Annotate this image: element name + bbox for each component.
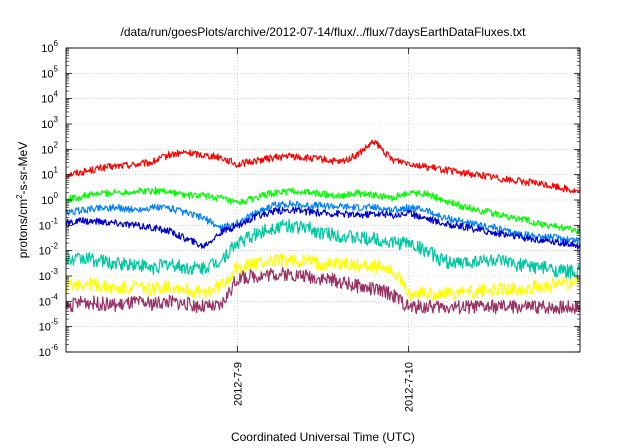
x-tick-label: 2012-7-9 — [232, 362, 244, 406]
series-line-5 — [66, 218, 581, 279]
y-tick-label: 10-4 — [39, 292, 59, 308]
y-tick-label: 10-3 — [39, 267, 59, 283]
y-tick-labels: 10-6 10-5 10-4 10-3 10-2 10-1 100 101 102 103 104 1… — [39, 39, 59, 359]
y-tick-label: 103 — [41, 115, 58, 131]
x-tick-label: 2012-7-10 — [404, 362, 416, 412]
y-tick-label: 10-5 — [39, 318, 59, 334]
x-tick-labels: 2012-7-9 2012-7-10 — [232, 362, 415, 412]
series-group — [65, 139, 581, 315]
chart-title: /data/run/goesPlots/archive/2012-07-14/f… — [121, 25, 527, 39]
series-line-4 — [65, 206, 581, 250]
series-line-2 — [65, 186, 581, 235]
series-line-7 — [65, 266, 581, 315]
y-tick-label: 10-1 — [39, 216, 59, 232]
series-line-6 — [65, 253, 581, 302]
series-line-3 — [65, 200, 581, 243]
y-tick-label: 10-2 — [39, 242, 59, 258]
y-tick-label: 10-6 — [39, 343, 59, 359]
x-axis-label: Coordinated Universal Time (UTC) — [231, 430, 415, 444]
axes — [65, 47, 581, 353]
y-tick-label: 102 — [41, 140, 58, 156]
y-tick-label: 105 — [41, 64, 58, 80]
y-axis-label: protons/cm2-s-sr-MeV — [15, 142, 30, 258]
y-tick-label: 106 — [41, 39, 58, 55]
y-tick-label: 101 — [41, 166, 58, 182]
series-line-1 — [65, 139, 581, 194]
y-tick-label: 100 — [41, 191, 58, 207]
y-tick-label: 104 — [41, 90, 58, 106]
